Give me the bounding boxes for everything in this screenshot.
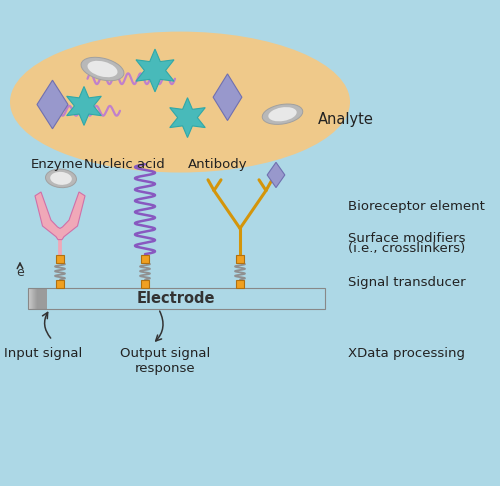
Polygon shape bbox=[66, 87, 102, 125]
Bar bbox=[28, 288, 38, 309]
Bar bbox=[141, 280, 149, 289]
Ellipse shape bbox=[50, 172, 72, 185]
Bar bbox=[141, 255, 149, 263]
Text: Bioreceptor element: Bioreceptor element bbox=[348, 200, 484, 213]
Text: Analyte: Analyte bbox=[318, 112, 374, 126]
Bar bbox=[33, 288, 43, 309]
Bar bbox=[34, 288, 44, 309]
Bar bbox=[36, 288, 46, 309]
Bar bbox=[28, 288, 325, 309]
Bar bbox=[28, 288, 38, 309]
Text: Input signal: Input signal bbox=[4, 347, 82, 361]
Bar bbox=[30, 288, 40, 309]
Bar bbox=[37, 288, 47, 309]
Polygon shape bbox=[37, 80, 68, 129]
Bar bbox=[30, 288, 40, 309]
Text: XData processing: XData processing bbox=[348, 347, 465, 361]
Bar bbox=[37, 288, 46, 309]
Ellipse shape bbox=[268, 107, 296, 122]
Polygon shape bbox=[267, 162, 285, 188]
Ellipse shape bbox=[262, 104, 303, 124]
Text: Output signal
response: Output signal response bbox=[120, 347, 210, 376]
Text: Nucleic acid: Nucleic acid bbox=[84, 158, 164, 171]
Bar bbox=[32, 288, 42, 309]
Bar bbox=[34, 288, 44, 309]
Bar bbox=[28, 288, 38, 309]
Text: Surface modifiers: Surface modifiers bbox=[348, 232, 465, 244]
Bar bbox=[56, 280, 64, 289]
Bar bbox=[34, 288, 43, 309]
Text: Signal transducer: Signal transducer bbox=[348, 277, 465, 289]
Bar bbox=[31, 288, 40, 309]
Bar bbox=[33, 288, 42, 309]
Bar bbox=[29, 288, 38, 309]
Bar bbox=[32, 288, 42, 309]
Bar bbox=[56, 255, 64, 263]
Bar bbox=[30, 288, 40, 309]
Bar bbox=[30, 288, 40, 309]
Text: Enzyme: Enzyme bbox=[31, 158, 84, 171]
Bar bbox=[35, 288, 44, 309]
Bar bbox=[35, 288, 45, 309]
Bar bbox=[236, 280, 244, 289]
Bar bbox=[32, 288, 42, 309]
Bar bbox=[34, 288, 43, 309]
Bar bbox=[31, 288, 41, 309]
Ellipse shape bbox=[81, 57, 124, 81]
Bar bbox=[29, 288, 39, 309]
Text: e: e bbox=[16, 266, 24, 278]
Text: Antibody: Antibody bbox=[188, 158, 248, 171]
Text: (i.e., crosslinkers): (i.e., crosslinkers) bbox=[348, 243, 465, 255]
Bar bbox=[36, 288, 46, 309]
Ellipse shape bbox=[88, 61, 118, 77]
Ellipse shape bbox=[46, 169, 76, 188]
Bar bbox=[236, 255, 244, 263]
Bar bbox=[36, 288, 46, 309]
Bar bbox=[28, 288, 38, 309]
Bar bbox=[36, 288, 46, 309]
Polygon shape bbox=[170, 98, 205, 138]
Text: Electrode: Electrode bbox=[137, 291, 215, 306]
Polygon shape bbox=[35, 192, 85, 240]
Polygon shape bbox=[136, 49, 174, 92]
Ellipse shape bbox=[10, 32, 350, 173]
Bar bbox=[32, 288, 42, 309]
Polygon shape bbox=[213, 74, 242, 121]
